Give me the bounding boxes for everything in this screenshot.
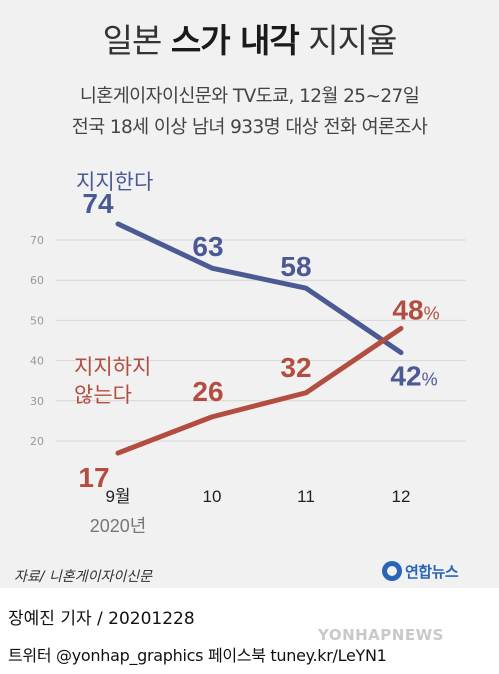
data-label: 32 <box>280 352 311 383</box>
data-label: 58 <box>280 251 311 282</box>
title-bold: 스가 내각 <box>170 21 300 60</box>
series-name-oppose-line2: 않는다 <box>74 384 132 407</box>
y-tick-label: 30 <box>30 395 44 408</box>
data-label: 42% <box>390 361 437 392</box>
line-chart: 20 30 40 50 60 70 9월 10 11 12 2020년 74 63 58 42% 17 26 32… <box>30 171 466 536</box>
series-name-oppose-line1: 지지하지 <box>74 356 151 379</box>
y-tick-label: 70 <box>30 234 44 247</box>
y-tick-label: 20 <box>30 435 44 448</box>
watermark: YONHAPNEWS <box>318 626 444 644</box>
year-label: 2020년 <box>90 516 147 536</box>
y-tick-label: 50 <box>30 314 44 327</box>
series-line-0 <box>115 221 404 356</box>
data-label: 17 <box>78 462 109 493</box>
page-title: 일본 스가 내각 지지율 <box>0 14 499 62</box>
infographic-card: 일본 스가 내각 지지율 니혼게이자이신문와 TV도쿄, 12월 25~27일 … <box>0 0 499 588</box>
reporter-credit: 장예진 기자 / 20201228 <box>8 609 195 629</box>
y-tick-label: 60 <box>30 274 44 287</box>
x-tick-label: 12 <box>392 487 411 506</box>
subtitle-line-1: 니혼게이자이신문와 TV도쿄, 12월 25~27일 <box>79 86 420 107</box>
data-label: 26 <box>192 376 223 407</box>
source-note: 자료/ 니혼게이자이신문 <box>14 569 152 585</box>
title-pre: 일본 <box>102 21 171 60</box>
series-name-support: 지지한다 <box>76 171 153 194</box>
yonhap-logo: 연합뉴스 <box>382 560 459 582</box>
title-post: 지지율 <box>298 21 397 60</box>
subtitle-line-2: 전국 18세 이상 남녀 933명 대상 전화 여론조사 <box>71 117 428 138</box>
y-tick-label: 40 <box>30 355 44 368</box>
x-tick-label: 10 <box>203 487 222 506</box>
data-label: 63 <box>192 231 223 262</box>
x-tick-label: 11 <box>297 487 315 506</box>
data-label: 48% <box>392 294 439 325</box>
yonhap-logo-icon <box>382 561 402 581</box>
data-label: 74 <box>82 188 114 219</box>
series-line-1 <box>115 325 404 456</box>
yonhap-logo-text: 연합뉴스 <box>405 562 459 581</box>
social-links: 트위터 @yonhap_graphics 페이스북 tuney.kr/LeYN1 <box>8 646 387 665</box>
x-tick-label: 9월 <box>105 487 130 506</box>
